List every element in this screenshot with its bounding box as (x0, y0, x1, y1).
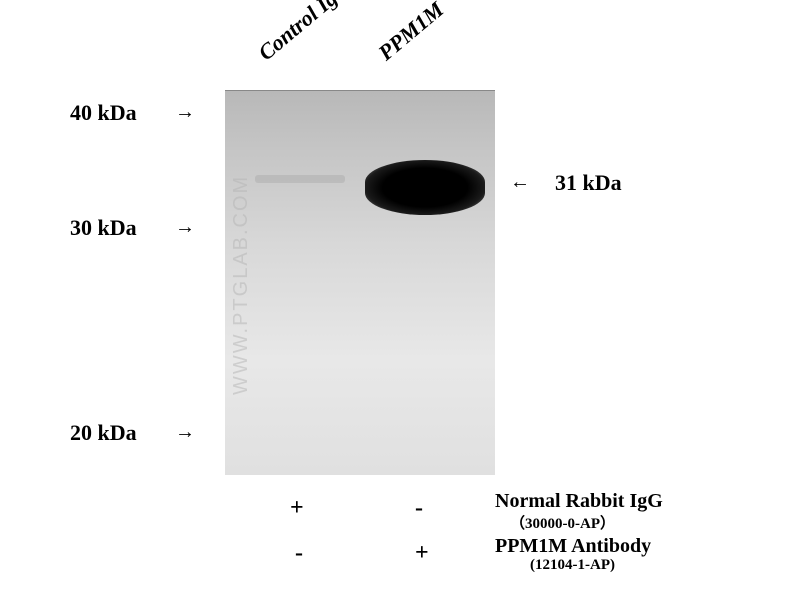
marker-30kda: 30 kDa (70, 215, 137, 241)
label-ppm1m-antibody: PPM1M Antibody (495, 535, 651, 558)
sign-row2-lane2: + (415, 540, 429, 567)
marker-30-text: 30 kDa (70, 215, 137, 240)
band-label-31kda: 31 kDa (555, 170, 622, 196)
lane-label-ppm1m: PPM1M (373, 0, 449, 66)
lane-label-control: Control IgG (253, 0, 354, 66)
marker-20kda: 20 kDa (70, 420, 137, 446)
marker-40kda: 40 kDa (70, 100, 137, 126)
sign-row1-lane2: - (415, 495, 423, 522)
catalog-normal-igg: （30000-0-AP） (510, 512, 615, 533)
marker-40-text: 40 kDa (70, 100, 137, 125)
blot-figure: Control IgG PPM1M 40 kDa → 30 kDa → 20 k… (0, 0, 800, 600)
sign-row2-lane1: - (295, 540, 303, 567)
arrow-20kda: → (175, 421, 195, 444)
band-ppm1m (365, 160, 485, 215)
faint-band-control (255, 175, 345, 183)
label-normal-igg: Normal Rabbit IgG (495, 490, 663, 513)
arrow-40kda: → (175, 101, 195, 124)
blot-membrane (225, 90, 495, 475)
sign-row1-lane1: + (290, 495, 304, 522)
arrow-30kda: → (175, 216, 195, 239)
arrow-band: ← (510, 171, 530, 194)
catalog-ppm1m-antibody: (12104-1-AP) (530, 557, 615, 574)
marker-20-text: 20 kDa (70, 420, 137, 445)
